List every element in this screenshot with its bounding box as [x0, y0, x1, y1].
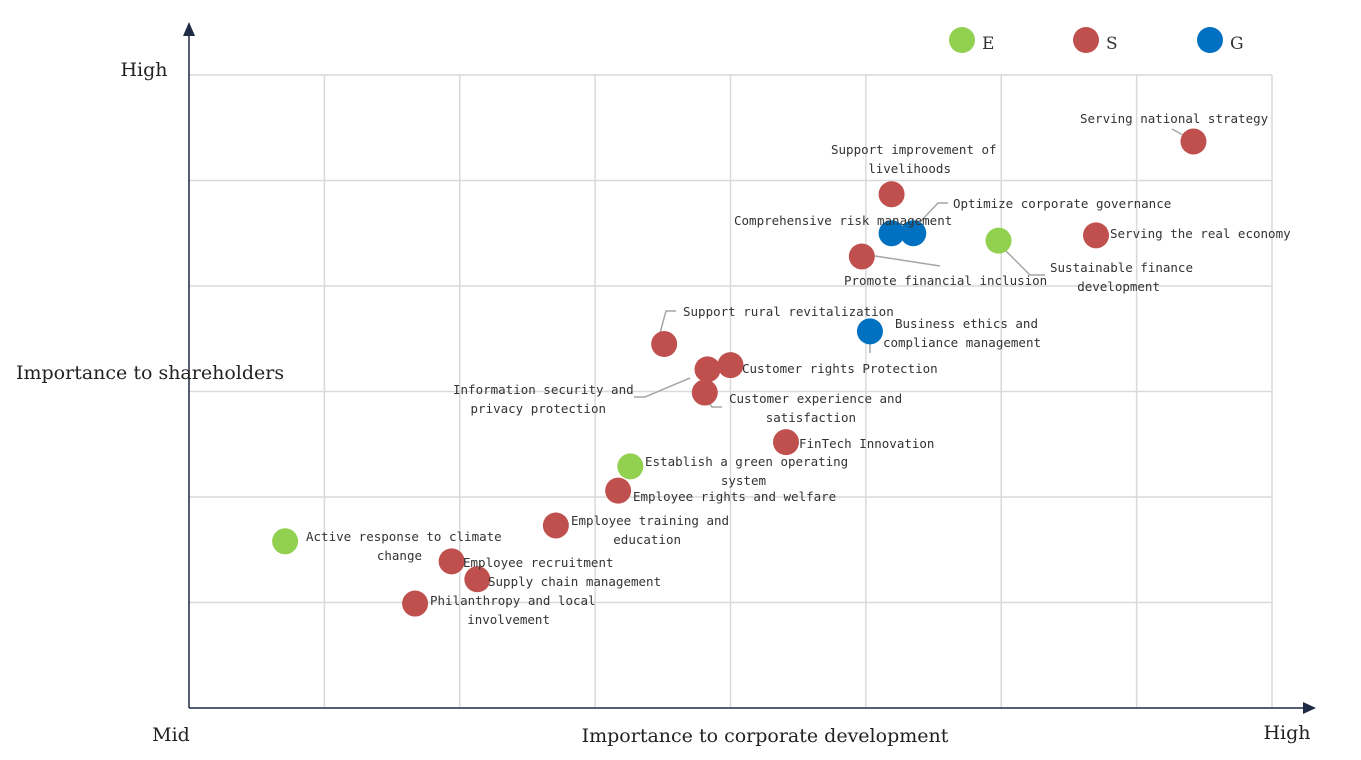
legend-swatch-g	[1197, 27, 1223, 53]
label-establish-a-green-operating-system: system	[721, 473, 766, 488]
data-points	[272, 128, 1207, 617]
leader-information-security-and-privacy-protection	[634, 377, 691, 398]
label-support-improvement-of-livelihoods: Support improvement of	[831, 142, 997, 157]
label-serving-the-real-economy: Serving the real economy	[1110, 226, 1291, 241]
point-establish-a-green-operating-system	[617, 453, 644, 480]
label-active-response-to-climate-change: Active response to climate	[306, 529, 502, 544]
legend-swatch-e	[949, 27, 975, 53]
label-sustainable-finance-development: development	[1077, 279, 1160, 294]
point-supply-chain-management	[464, 566, 491, 593]
label-information-security-and-privacy-protection: Information security and	[453, 382, 634, 397]
leader-support-rural-revitalization	[659, 310, 676, 334]
point-information-security-and-privacy-protection	[694, 356, 721, 383]
axes	[183, 22, 1316, 714]
x-axis-arrow	[1303, 702, 1316, 714]
label-philanthropy-and-local-involvement: involvement	[467, 612, 550, 627]
point-customer-rights-protection	[717, 352, 744, 379]
label-customer-rights-protection: Customer rights Protection	[742, 361, 938, 376]
label-business-ethics-and-compliance-management: compliance management	[883, 335, 1041, 350]
point-philanthropy-and-local-involvement	[402, 590, 429, 617]
label-employee-training-and-education: education	[613, 532, 681, 547]
point-labels: Active response to climate change Establis…	[306, 111, 1291, 627]
label-active-response-to-climate-change: change	[377, 548, 422, 563]
label-fintech-innovation: FinTech Innovation	[799, 436, 934, 451]
point-serving-national-strategy	[1180, 128, 1207, 155]
point-customer-experience-and-satisfaction	[691, 379, 718, 406]
label-employee-recruitment: Employee recruitment	[463, 555, 614, 570]
point-fintech-innovation	[773, 429, 800, 456]
point-support-rural-revitalization	[651, 331, 678, 358]
point-serving-the-real-economy	[1083, 222, 1110, 249]
point-employee-recruitment	[438, 548, 465, 575]
label-support-rural-revitalization: Support rural revitalization	[683, 304, 894, 319]
point-business-ethics-and-compliance-management	[856, 318, 883, 345]
axis-titles: Mid High High Importance to corporate devel…	[16, 59, 1311, 747]
label-promote-financial-inclusion: Promote financial inclusion	[844, 273, 1047, 288]
label-support-improvement-of-livelihoods: livelihoods	[868, 161, 951, 176]
y-axis-arrow	[183, 22, 195, 36]
y-tick-label-high: High	[120, 59, 167, 81]
point-comprehensive-risk-management	[878, 220, 905, 247]
legend-label-g: G	[1230, 34, 1244, 54]
x-axis-title: Importance to corporate development	[582, 725, 949, 747]
point-sustainable-finance-development	[985, 227, 1012, 254]
point-optimize-corporate-governance	[900, 220, 927, 247]
leader-promote-financial-inclusion	[874, 255, 941, 267]
label-employee-training-and-education: Employee training and	[571, 513, 729, 528]
x-tick-label-high: High	[1263, 722, 1310, 744]
label-employee-rights-and-welfare: Employee rights and welfare	[633, 489, 836, 504]
point-employee-rights-and-welfare	[605, 477, 632, 504]
grid-lines	[189, 74, 1273, 708]
label-establish-a-green-operating-system: Establish a green operating	[645, 454, 848, 469]
y-axis-title: Importance to shareholders	[16, 362, 284, 384]
legend-label-s: S	[1106, 34, 1118, 54]
label-business-ethics-and-compliance-management: Business ethics and	[895, 316, 1038, 331]
label-comprehensive-risk-management: Comprehensive risk management	[734, 213, 952, 228]
label-information-security-and-privacy-protection: privacy protection	[471, 401, 606, 416]
legend-swatch-s	[1073, 27, 1099, 53]
label-serving-national-strategy: Serving national strategy	[1080, 111, 1269, 126]
point-promote-financial-inclusion	[848, 243, 875, 270]
label-philanthropy-and-local-involvement: Philanthropy and local	[430, 593, 596, 608]
legend-label-e: E	[982, 34, 994, 54]
label-supply-chain-management: Supply chain management	[488, 574, 661, 589]
x-tick-label-mid: Mid	[152, 724, 190, 746]
label-sustainable-finance-development: Sustainable finance	[1050, 260, 1193, 275]
label-customer-experience-and-satisfaction: satisfaction	[766, 410, 856, 425]
label-customer-experience-and-satisfaction: Customer experience and	[729, 391, 902, 406]
point-active-response-to-climate-change	[272, 528, 299, 555]
point-support-improvement-of-livelihoods	[878, 181, 905, 208]
leader-sustainable-finance-development	[997, 242, 1045, 276]
leader-optimize-corporate-governance	[919, 202, 948, 223]
point-employee-training-and-education	[542, 512, 569, 539]
label-optimize-corporate-governance: Optimize corporate governance	[953, 196, 1171, 211]
